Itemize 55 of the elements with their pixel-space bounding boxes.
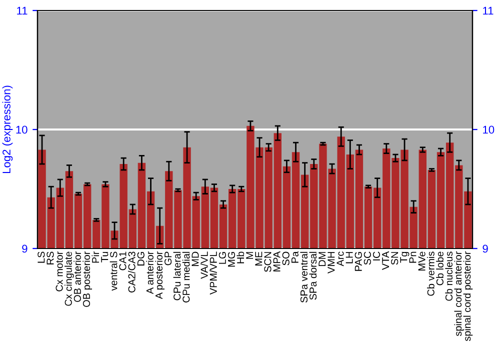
x-tick-label: Cb lobe <box>436 252 444 286</box>
x-tick-label: VMH <box>328 252 335 274</box>
x-tick-label: Pa <box>291 251 298 263</box>
x-tick-label: MG <box>228 252 236 267</box>
x-tick-label: Cx motor <box>56 251 63 292</box>
x-tick-label: VTA <box>382 251 389 270</box>
x-tick-label: CPu medial <box>182 252 190 302</box>
x-tick-label: Cb nucleus <box>445 252 453 301</box>
x-tick-label: Cb vermis <box>427 252 434 296</box>
x-tick-label: VPM/VPL <box>210 252 217 295</box>
y2-tick-label: 11 <box>483 6 494 15</box>
x-tick-label: CA1 <box>119 252 126 270</box>
x-tick-label: CPu lateral <box>173 252 181 300</box>
x-tick-label: A anterior <box>146 251 154 294</box>
x-tick-label: LH <box>346 252 353 264</box>
x-tick-label: spinal cord anterior <box>454 251 464 336</box>
x-tick-label: LS <box>38 252 45 263</box>
x-tick-label: spinal cord posterior <box>463 251 473 342</box>
x-tick-label: OB posterior <box>82 251 92 307</box>
x-tick-label: GP <box>164 252 172 266</box>
x-tick-label: MVe <box>418 252 426 270</box>
x-tick-label: OB anterior <box>74 251 81 302</box>
x-tick-label: MD <box>192 252 199 266</box>
x-tick-label: SN <box>391 252 398 265</box>
x-tick-label: PAG <box>354 252 362 271</box>
x-tick-label: CA2/CA3 <box>128 252 136 292</box>
x-tick-label: ventral S <box>110 252 118 291</box>
x-tick-label: MPA <box>273 251 280 272</box>
x-tick-label: LG <box>218 252 226 264</box>
y-tick-label: 11 <box>17 6 28 15</box>
x-tick-label: VA/VL <box>200 252 208 279</box>
x-tick-label: SC <box>364 252 371 265</box>
x-tick-label: RS <box>46 252 54 264</box>
x-tick-label: Hb <box>236 252 244 264</box>
x-tick-label: SPa ventral <box>300 252 308 303</box>
x-tick-label: SCN <box>264 252 272 272</box>
x-tick-label: Pir <box>92 251 99 263</box>
x-tick-label: Pn <box>409 252 416 263</box>
y2-tick-label: 10 <box>483 126 494 134</box>
x-tick-label: M <box>246 252 254 259</box>
x-tick-label: ME <box>255 252 262 266</box>
x-tick-label: Arc <box>336 252 344 266</box>
x-tick-label: Tg <box>400 252 410 263</box>
y-tick-label: 10 <box>16 126 28 134</box>
x-tick-label: Cx cingulate <box>64 252 74 306</box>
y-axis-title: Log2 (expression) <box>2 86 13 174</box>
y2-tick-label: 9 <box>482 244 488 253</box>
x-tick-label: Tu <box>101 252 108 262</box>
y-tick-label: 9 <box>22 244 28 253</box>
x-tick-label: DM <box>318 252 326 266</box>
x-tick-label: DG <box>137 252 144 266</box>
x-tick-label: SPa dorsal <box>309 252 317 300</box>
x-tick-label: A posterior <box>155 251 165 300</box>
x-tick-label: IC <box>372 252 380 260</box>
x-tick-label: SO <box>282 252 290 266</box>
